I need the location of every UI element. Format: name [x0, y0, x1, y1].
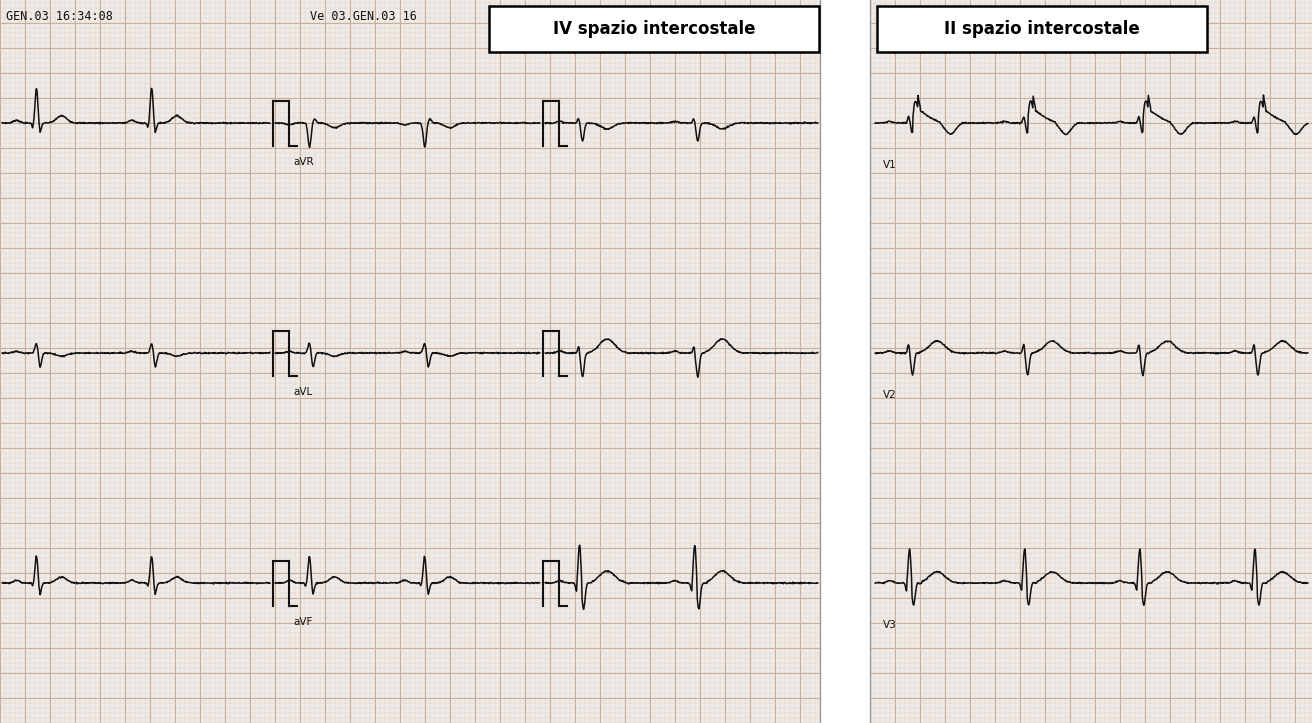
Text: V1: V1: [883, 160, 896, 170]
FancyBboxPatch shape: [876, 6, 1207, 52]
Text: II spazio intercostale: II spazio intercostale: [945, 20, 1140, 38]
Text: aVR: aVR: [293, 157, 314, 167]
Text: aVF: aVF: [293, 617, 312, 627]
Bar: [820, 0, 870, 723]
FancyBboxPatch shape: [489, 6, 819, 52]
Text: IV spazio intercostale: IV spazio intercostale: [552, 20, 756, 38]
Text: Ve 03.GEN.03 16: Ve 03.GEN.03 16: [310, 11, 417, 24]
Text: V2: V2: [883, 390, 896, 400]
Text: V3: V3: [883, 620, 896, 630]
Text: GEN.03 16:34:08: GEN.03 16:34:08: [7, 11, 113, 24]
Text: aVL: aVL: [293, 387, 312, 397]
